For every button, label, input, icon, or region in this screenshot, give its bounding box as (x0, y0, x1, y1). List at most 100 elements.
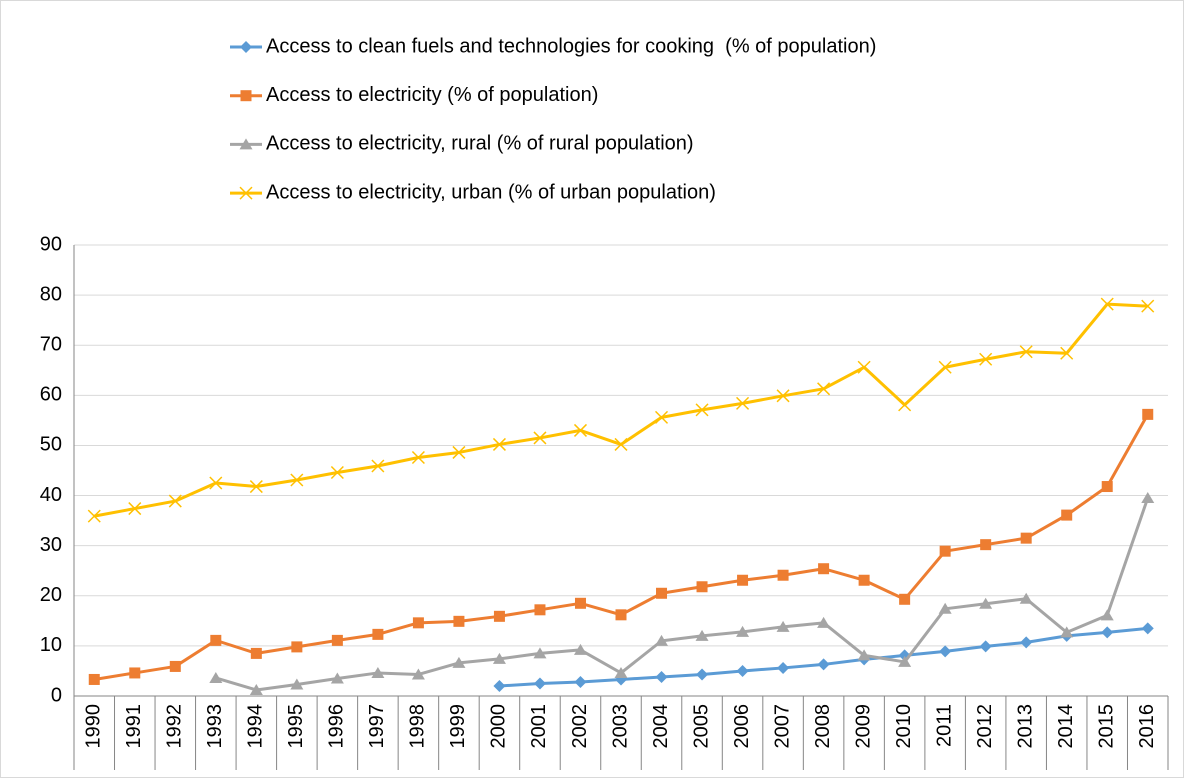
data-point (899, 593, 911, 605)
data-point (452, 656, 466, 668)
data-point (1142, 408, 1154, 420)
data-point (493, 679, 506, 692)
data-point (88, 673, 100, 685)
legend-label: Access to electricity, urban (% of urban… (266, 181, 716, 203)
legend-marker (240, 90, 252, 102)
x-tick-label: 2010 (893, 704, 915, 749)
x-tick-label: 1998 (407, 704, 429, 749)
x-tick-label: 1999 (447, 704, 469, 749)
data-point (817, 382, 831, 396)
data-point (533, 677, 546, 690)
data-point (290, 678, 304, 690)
data-point (1141, 299, 1155, 313)
data-point (1141, 492, 1155, 504)
x-tick-label: 1990 (83, 704, 105, 749)
data-point (1061, 509, 1073, 521)
y-tick-label: 90 (40, 233, 62, 255)
y-tick-label: 0 (51, 684, 62, 706)
data-point (695, 403, 709, 417)
x-tick-label: 2014 (1055, 704, 1077, 749)
data-point (330, 672, 344, 684)
y-tick-label: 80 (40, 283, 62, 305)
data-point (614, 666, 628, 678)
data-point (493, 610, 505, 622)
data-point (291, 641, 303, 653)
data-point (452, 445, 466, 459)
y-tick-label: 70 (40, 334, 62, 356)
data-point (654, 410, 669, 424)
data-point (573, 643, 587, 655)
data-point (209, 476, 223, 490)
data-point (169, 660, 181, 672)
y-tick-label: 60 (40, 384, 62, 406)
data-point (574, 675, 587, 688)
x-tick-label: 2015 (1096, 704, 1118, 749)
data-point (979, 352, 993, 366)
x-tick-label: 1995 (285, 704, 307, 749)
x-tick-label: 2001 (528, 704, 550, 749)
data-point (777, 661, 790, 674)
data-point (776, 389, 790, 403)
legend-label: Access to clean fuels and technologies f… (266, 35, 876, 57)
data-point (655, 670, 668, 683)
x-tick-label: 1997 (366, 704, 388, 749)
x-tick-label: 1991 (123, 704, 145, 749)
x-tick-label: 2006 (731, 704, 753, 749)
x-tick-label: 1996 (326, 704, 348, 749)
data-point (614, 437, 628, 451)
data-point (777, 569, 789, 581)
data-point (412, 617, 424, 629)
data-point (1100, 609, 1114, 621)
data-point (857, 360, 871, 374)
data-point (696, 668, 709, 681)
legend-marker (239, 186, 253, 200)
data-point (655, 634, 669, 646)
data-point (1019, 345, 1033, 359)
data-point (776, 620, 790, 632)
data-point (371, 459, 385, 473)
data-point (210, 634, 222, 646)
data-point (818, 563, 830, 575)
x-tick-label: 2003 (609, 704, 631, 749)
data-point (87, 509, 101, 523)
y-tick-label: 50 (40, 434, 62, 456)
y-tick-label: 30 (40, 534, 62, 556)
data-point (736, 625, 750, 637)
legend-label: Access to electricity (% of population) (266, 84, 598, 106)
data-point (737, 574, 749, 586)
data-point (533, 647, 547, 659)
y-tick-label: 10 (40, 634, 62, 656)
data-point (939, 545, 951, 557)
legend-marker (239, 138, 253, 150)
data-point (209, 671, 223, 683)
data-point (249, 683, 263, 695)
data-point (371, 666, 385, 678)
data-point (817, 616, 831, 628)
data-point (696, 581, 708, 593)
data-point (492, 437, 506, 451)
data-point (898, 398, 912, 412)
data-point (249, 480, 263, 494)
data-point (1141, 622, 1154, 635)
y-tick-label: 20 (40, 584, 62, 606)
x-tick-label: 2008 (812, 704, 834, 749)
data-point (979, 640, 992, 653)
x-tick-label: 1993 (204, 704, 226, 749)
data-point (129, 667, 141, 679)
data-point (168, 494, 182, 508)
data-point (573, 423, 588, 437)
y-tick-label: 40 (40, 484, 62, 506)
data-point (656, 587, 668, 599)
series-line (215, 497, 1150, 692)
x-tick-label: 1994 (245, 704, 267, 749)
data-point (898, 655, 912, 667)
data-point (372, 628, 384, 640)
data-point (1101, 626, 1114, 639)
data-point (574, 597, 586, 609)
data-point (1019, 592, 1033, 604)
data-point (411, 668, 425, 680)
data-point (817, 658, 830, 671)
x-tick-label: 2011 (933, 704, 955, 747)
x-tick-label: 2004 (650, 704, 672, 749)
